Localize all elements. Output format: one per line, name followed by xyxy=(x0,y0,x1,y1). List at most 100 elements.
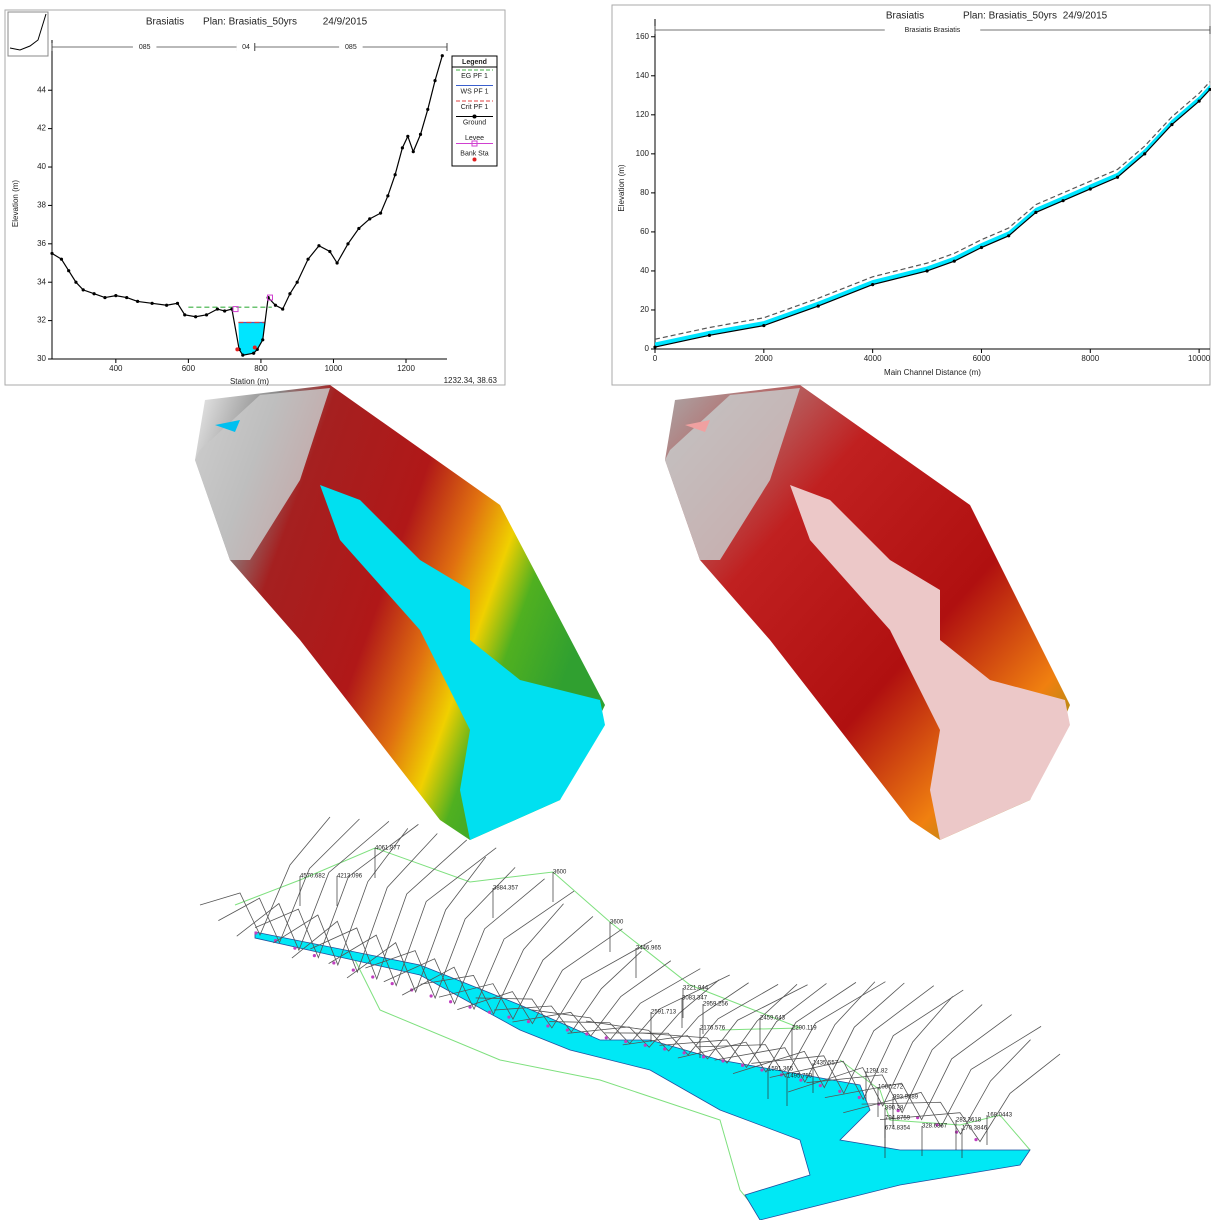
y-tick-label: 20 xyxy=(640,305,649,314)
x-tick-label: 600 xyxy=(182,364,196,373)
station-label: 2959.256 xyxy=(703,1002,729,1008)
reach-label: 085 xyxy=(345,44,357,51)
cross-section xyxy=(696,981,886,1078)
bank-point xyxy=(390,982,394,986)
cursor-readout: 1232.34, 38.63 xyxy=(444,376,498,385)
cross-section xyxy=(824,1014,1012,1121)
x-tick-label: 10000 xyxy=(1188,354,1211,363)
point xyxy=(762,323,766,328)
y-tick-label: 40 xyxy=(37,162,46,171)
cross-section xyxy=(585,982,749,1052)
point xyxy=(215,307,219,311)
thumbnail-line xyxy=(9,13,47,51)
station-label: 4213.096 xyxy=(337,874,363,880)
point xyxy=(418,132,423,136)
bank-point xyxy=(896,1109,900,1113)
point xyxy=(379,211,383,215)
cross-section xyxy=(199,816,331,936)
reach-label: 085 xyxy=(139,44,151,51)
point xyxy=(871,283,875,287)
point xyxy=(653,345,657,349)
point xyxy=(1143,152,1147,156)
flood-extent xyxy=(320,485,605,840)
station-label: 1591.365 xyxy=(768,1067,794,1073)
bank-point xyxy=(293,946,297,950)
water-surface xyxy=(254,931,1031,1221)
cross-section xyxy=(401,890,575,1011)
bank-point xyxy=(585,1032,589,1036)
cross-section xyxy=(328,847,497,987)
cross-section xyxy=(641,984,798,1064)
cross-section xyxy=(383,878,545,1005)
bank-point xyxy=(468,1005,472,1009)
bank-point xyxy=(429,994,433,998)
station-label: 1291.82 xyxy=(866,1069,888,1075)
cross-section xyxy=(365,867,516,1000)
point xyxy=(357,226,361,231)
bank-point xyxy=(546,1024,550,1028)
cross-section xyxy=(254,824,419,959)
chart-title: Brasiatis xyxy=(146,17,184,28)
y-axis-label: Elevation (m) xyxy=(11,180,20,227)
cross-section xyxy=(457,928,623,1025)
y-tick-label: 160 xyxy=(636,32,650,41)
point xyxy=(306,257,310,261)
chart-date: 24/9/2015 xyxy=(323,17,368,28)
point xyxy=(816,304,820,308)
point xyxy=(1115,175,1120,179)
point xyxy=(426,107,430,112)
bank-point xyxy=(448,1000,453,1004)
point xyxy=(261,338,265,342)
station-label: 993.9389 xyxy=(893,1095,919,1101)
point xyxy=(1061,199,1065,203)
y-tick-label: 0 xyxy=(645,344,650,353)
cross-section xyxy=(843,1026,1042,1128)
bank-point xyxy=(565,1028,569,1032)
point xyxy=(707,333,712,337)
point xyxy=(317,244,321,248)
point xyxy=(411,150,415,154)
point xyxy=(50,251,54,256)
bank-point xyxy=(838,1089,842,1094)
cross-section xyxy=(291,833,438,974)
frame xyxy=(611,4,1211,386)
point xyxy=(406,134,410,138)
y-tick-label: 34 xyxy=(37,277,46,286)
point xyxy=(136,299,140,304)
point xyxy=(74,280,78,284)
bank-point xyxy=(371,975,375,979)
cross-section xyxy=(879,1053,1061,1143)
map-left xyxy=(195,385,605,840)
station-label: 282.3618 xyxy=(956,1118,982,1124)
station-label: 4570.682 xyxy=(300,874,326,880)
cross-section xyxy=(475,940,653,1029)
point xyxy=(346,242,350,246)
point xyxy=(273,303,278,307)
cross-section xyxy=(346,856,486,994)
bank-point xyxy=(487,1010,492,1014)
point xyxy=(335,261,339,265)
cross-section xyxy=(567,979,720,1048)
terrain-high xyxy=(665,388,800,560)
point xyxy=(400,146,404,150)
reach-label: 04 xyxy=(242,44,250,51)
station-label: 2459.643 xyxy=(760,1016,786,1022)
station-label: 328.6367 xyxy=(922,1124,948,1130)
point xyxy=(125,295,129,300)
x-tick-label: 400 xyxy=(109,364,123,373)
levee-marker xyxy=(266,294,273,301)
cross-section xyxy=(861,1039,1031,1135)
point xyxy=(295,280,299,284)
bank-point xyxy=(721,1059,725,1063)
point xyxy=(235,347,240,352)
y-axis-label: Elevation (m) xyxy=(617,164,626,211)
series-line xyxy=(51,55,443,356)
point xyxy=(1034,210,1038,214)
point xyxy=(440,54,444,58)
legend-label: Bank Sta xyxy=(460,150,489,157)
river-3d: 4061.877 4570.682 4213.096 3884.357 3600 3600… xyxy=(199,816,1061,1221)
legend-swatch xyxy=(472,114,477,119)
station-label: 3446.965 xyxy=(636,946,662,952)
